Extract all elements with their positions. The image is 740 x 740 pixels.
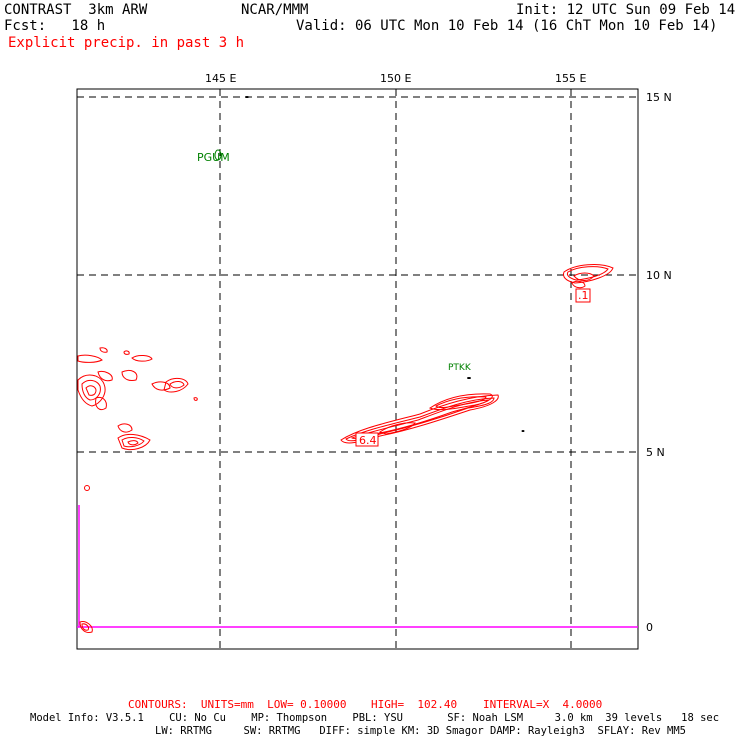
island-speck bbox=[467, 377, 471, 379]
value-label-text: 6.4 bbox=[359, 434, 377, 447]
guam-outline bbox=[214, 149, 222, 161]
lat-label-0: 0 bbox=[646, 621, 653, 634]
value-label-main: 6.4 bbox=[355, 432, 379, 447]
plot-title: CONTRAST 3km ARW bbox=[4, 2, 148, 18]
map-frame bbox=[76, 88, 639, 650]
value-label-ne: .1 bbox=[575, 288, 591, 303]
model-info-line1: Model Info: V3.5.1 CU: No Cu MP: Thompso… bbox=[30, 712, 720, 724]
field-name: Explicit precip. in past 3 h bbox=[8, 35, 245, 51]
island-speck bbox=[245, 96, 249, 98]
model-info-line2: LW: RRTMG SW: RRTMG DIFF: simple KM: 3D … bbox=[155, 725, 687, 737]
init-time: Init: 12 UTC Sun 09 Feb 14 bbox=[516, 2, 736, 18]
precip-speck bbox=[84, 485, 90, 491]
contour-high: HIGH= 102.40 bbox=[371, 698, 458, 711]
valid-time: Valid: 06 UTC Mon 10 Feb 14 (16 ChT Mon … bbox=[296, 18, 718, 34]
organization: NCAR/MMM bbox=[241, 2, 309, 18]
station-pgum: PGUM bbox=[197, 151, 230, 164]
lat-label-15: 15 N bbox=[646, 91, 672, 104]
forecast-hour: Fcst: 18 h bbox=[4, 18, 106, 34]
value-label-text: .1 bbox=[578, 289, 589, 302]
lat-label-10: 10 N bbox=[646, 269, 672, 282]
precip-cluster-west bbox=[77, 347, 198, 633]
precip-band-main bbox=[340, 393, 499, 444]
lon-label-145: 145 E bbox=[205, 72, 236, 85]
lon-label-155: 155 E bbox=[555, 72, 586, 85]
station-ptkk: PTKK bbox=[448, 363, 472, 373]
lat-label-5: 5 N bbox=[646, 446, 665, 459]
contour-interval: INTERVAL=X 4.0000 bbox=[483, 698, 603, 711]
lon-label-150: 150 E bbox=[380, 72, 411, 85]
contour-units: CONTOURS: UNITS=mm LOW= 0.10000 bbox=[128, 698, 347, 711]
precip-cluster-ne bbox=[563, 264, 614, 289]
island-speck bbox=[521, 430, 525, 432]
